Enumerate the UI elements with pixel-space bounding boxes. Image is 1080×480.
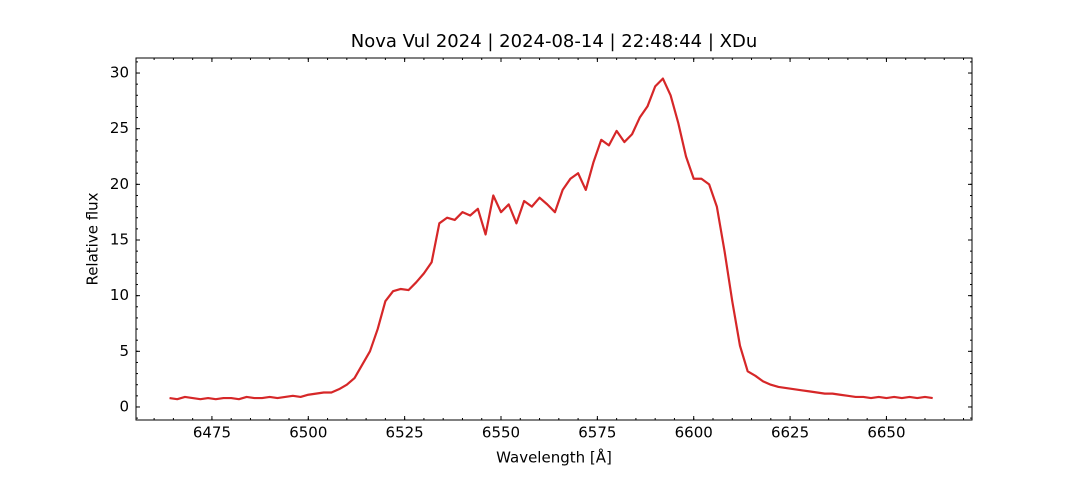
y-tick-label: 10 xyxy=(110,286,129,304)
data-line xyxy=(169,77,933,401)
x-tick-label: 6575 xyxy=(578,424,616,442)
x-tick-label: 6525 xyxy=(386,424,424,442)
plot-frame xyxy=(135,57,973,421)
y-tick-label: 5 xyxy=(119,342,129,360)
x-tick-label: 6625 xyxy=(771,424,809,442)
x-tick-label: 6600 xyxy=(675,424,713,442)
x-axis-label: Wavelength [Å] xyxy=(496,448,612,467)
y-tick-label: 25 xyxy=(110,119,129,137)
x-tick-label: 6550 xyxy=(482,424,520,442)
x-tick-label: 6475 xyxy=(193,424,231,442)
chart-title: Nova Vul 2024 | 2024-08-14 | 22:48:44 | … xyxy=(351,31,758,52)
y-tick-label: 30 xyxy=(110,64,129,82)
x-tick-label: 6650 xyxy=(867,424,905,442)
y-tick-label: 20 xyxy=(110,175,129,193)
y-tick-label: 0 xyxy=(119,397,129,415)
x-tick-label: 6500 xyxy=(289,424,327,442)
y-axis-label: Relative flux xyxy=(84,192,102,285)
y-tick-label: 15 xyxy=(110,231,129,249)
